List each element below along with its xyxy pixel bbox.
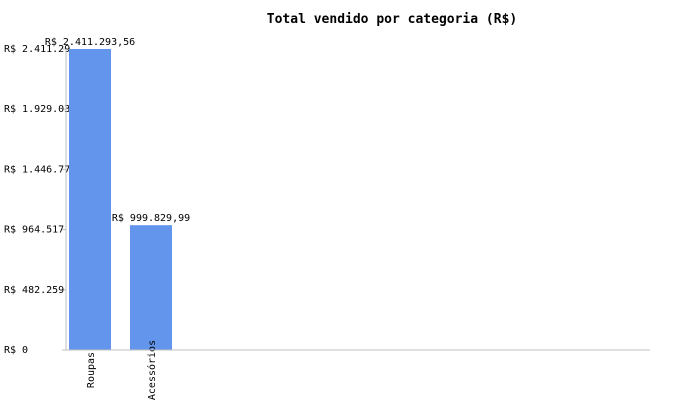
y-tick-label: R$ 1.446.77 — [4, 164, 70, 175]
y-tick-label: R$ 482.259 — [4, 285, 64, 296]
y-tick-label: R$ 2.411.29 — [4, 44, 70, 55]
chart-title: Total vendido por categoria (R$) — [267, 12, 517, 27]
category-label: Acessórios — [146, 340, 158, 400]
category-label: Roupas — [86, 352, 97, 388]
data-label: R$ 2.411.293,56 — [45, 37, 135, 48]
bars: R$ 2.411.293,56 Roupas R$ 999.829,99 Acessó… — [45, 37, 190, 400]
data-label: R$ 999.829,99 — [112, 213, 190, 224]
y-axis-ticks: R$ 0 R$ 482.259 R$ 964.517 R$ 1.446.77 R$ 1.… — [4, 44, 70, 356]
bar-roupas — [69, 49, 111, 350]
y-tick-label: R$ 1.929.03 — [4, 104, 70, 115]
axes — [65, 49, 650, 351]
y-tick-label: R$ 964.517 — [4, 225, 64, 236]
bar-acessórios — [130, 225, 172, 350]
y-tick-label: R$ 0 — [4, 345, 28, 356]
